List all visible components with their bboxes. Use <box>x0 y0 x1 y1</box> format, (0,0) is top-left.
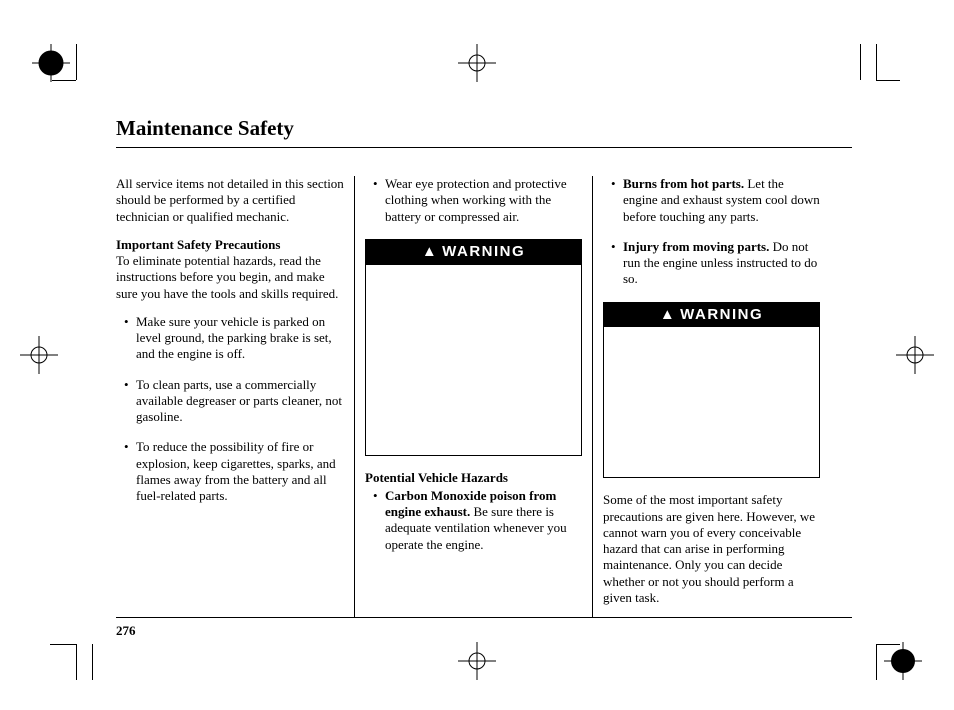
list-item: Carbon Monoxide poison from engine exhau… <box>373 488 582 553</box>
hazard-bold: Burns from hot parts. <box>623 176 744 191</box>
registration-mark-icon <box>458 642 496 680</box>
registration-mark-icon <box>896 336 934 374</box>
list-item: Wear eye protection and protective cloth… <box>373 176 582 225</box>
col3-list: Burns from hot parts. Let the engine and… <box>611 176 820 288</box>
registration-mark-icon <box>20 336 58 374</box>
subhead-precautions: Important Safety Precautions <box>116 237 280 252</box>
warning-box: ▲WARNING <box>603 302 820 479</box>
precautions-text: To eliminate potential hazards, read the… <box>116 253 338 301</box>
intro-paragraph: All service items not detailed in this s… <box>116 176 344 225</box>
precautions-list: Make sure your vehicle is parked on leve… <box>124 314 344 505</box>
page-content: Maintenance Safety All service items not… <box>116 116 852 618</box>
hazard-bold: Injury from moving parts. <box>623 239 769 254</box>
footer-rule <box>116 617 852 618</box>
warning-triangle-icon: ▲ <box>660 306 676 325</box>
col2-list: Wear eye protection and protective cloth… <box>373 176 582 225</box>
list-item: To clean parts, use a commercially avail… <box>124 377 344 426</box>
subhead-hazards: Potential Vehicle Hazards <box>365 470 582 486</box>
column-1: All service items not detailed in this s… <box>116 176 354 618</box>
registration-mark-icon <box>884 642 922 680</box>
closing-paragraph: Some of the most important safety precau… <box>603 492 820 606</box>
warning-body <box>366 265 581 455</box>
list-item: To reduce the possibility of fire or exp… <box>124 439 344 504</box>
list-item: Make sure your vehicle is parked on leve… <box>124 314 344 363</box>
column-3: Burns from hot parts. Let the engine and… <box>592 176 830 618</box>
column-2: Wear eye protection and protective cloth… <box>354 176 592 618</box>
warning-body <box>604 327 819 477</box>
registration-mark-icon <box>32 44 70 82</box>
columns: All service items not detailed in this s… <box>116 176 852 618</box>
warning-box: ▲WARNING <box>365 239 582 456</box>
hazards-list: Carbon Monoxide poison from engine exhau… <box>373 488 582 553</box>
list-item: Burns from hot parts. Let the engine and… <box>611 176 820 225</box>
warning-header: ▲WARNING <box>604 303 819 328</box>
title-rule <box>116 147 852 148</box>
warning-header: ▲WARNING <box>366 240 581 265</box>
page-number: 276 <box>116 623 136 639</box>
warning-label: WARNING <box>442 243 525 260</box>
list-item: Injury from moving parts. Do not run the… <box>611 239 820 288</box>
registration-mark-icon <box>458 44 496 82</box>
warning-triangle-icon: ▲ <box>422 243 438 262</box>
warning-label: WARNING <box>680 306 763 323</box>
safety-precautions-block: Important Safety Precautions To eliminat… <box>116 237 344 302</box>
page-title: Maintenance Safety <box>116 116 852 141</box>
